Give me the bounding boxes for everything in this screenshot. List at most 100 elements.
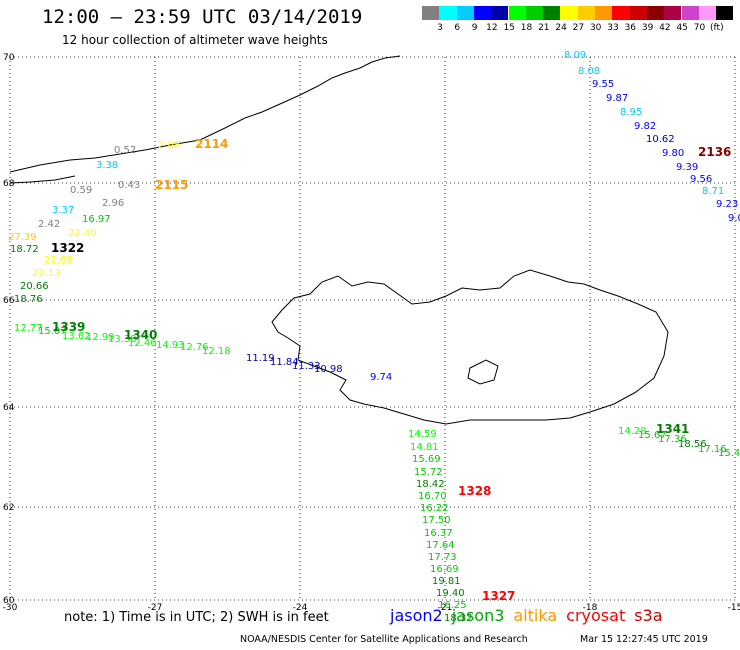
legend-label: 30 bbox=[589, 23, 602, 33]
swh-observation: 18.56 bbox=[678, 439, 707, 450]
iceland-coast bbox=[271, 269, 669, 425]
legend-label: 42 bbox=[659, 23, 671, 33]
swh-observation: 8.08 bbox=[578, 66, 600, 77]
legend-swatch bbox=[560, 6, 578, 20]
lon-tick-label: -15 bbox=[728, 603, 740, 613]
swh-observation: 11.33 bbox=[292, 361, 321, 372]
lon-tick-label: -24 bbox=[293, 603, 308, 613]
legend-label: 27 bbox=[572, 23, 585, 33]
lon-tick-label: -27 bbox=[148, 603, 163, 613]
lon-tick-label: -21 bbox=[438, 603, 453, 613]
swh-observation: 15.69 bbox=[412, 454, 441, 465]
swh-observation: 17.50 bbox=[422, 515, 451, 526]
swh-observation: 9.74 bbox=[370, 372, 392, 383]
swh-observation: 17.73 bbox=[428, 552, 457, 563]
legend-swatch bbox=[473, 6, 492, 20]
swh-observation: 17.64 bbox=[426, 540, 455, 551]
legend-label: 6 bbox=[454, 23, 461, 33]
legend-swatch bbox=[508, 6, 526, 20]
greenland-coast-2 bbox=[9, 175, 76, 184]
lon-tick-label: -30 bbox=[3, 603, 18, 613]
axis-tick-labels: -30 -27 -24 -21 -18 -15 70 68 66 64 62 60 bbox=[3, 53, 740, 613]
swh-observation: 0.52 bbox=[114, 145, 136, 156]
swh-observation: 18.42 bbox=[416, 479, 445, 490]
swh-observation: 8.95 bbox=[620, 107, 642, 118]
swh-observation: 14.81 bbox=[410, 442, 439, 453]
coastlines bbox=[9, 55, 669, 425]
legend-label: 21 bbox=[538, 23, 550, 33]
pass-id-label: 1339 bbox=[52, 320, 85, 334]
lon-tick-label: -18 bbox=[583, 603, 598, 613]
pass-id-label: 2114 bbox=[195, 137, 228, 151]
swh-observation: 16.70 bbox=[418, 491, 447, 502]
swh-observation: 8.09 bbox=[564, 50, 586, 61]
swh-observation: 0.43 bbox=[118, 180, 140, 191]
swh-observation: 9.23 bbox=[716, 199, 738, 210]
swh-observation: 17.16 bbox=[698, 444, 727, 455]
legend-label: 12 bbox=[486, 23, 498, 33]
legend-swatch bbox=[595, 6, 613, 20]
swh-observation: 0.59 bbox=[70, 185, 92, 196]
legend-label: 70 bbox=[693, 23, 706, 33]
swh-observation: 12.46 bbox=[128, 338, 157, 349]
legend-swatch bbox=[646, 6, 665, 20]
swh-observation: 17.36 bbox=[658, 434, 687, 445]
swh-observation: 9.56 bbox=[690, 174, 712, 185]
swh-observation: 11.19 bbox=[246, 353, 275, 364]
legend-swatch bbox=[525, 6, 544, 20]
legend-label: 15 bbox=[503, 23, 515, 33]
swh-observation: 15.4 bbox=[718, 448, 740, 459]
swh-observation: 22.40 bbox=[68, 228, 97, 239]
legend-label: 39 bbox=[641, 23, 654, 33]
swh-observation: 16.25 bbox=[438, 600, 467, 611]
swh-observation: 15.67 bbox=[638, 430, 667, 441]
pass-id-label: 1322 bbox=[51, 241, 84, 255]
swh-observation: 9.82 bbox=[634, 121, 656, 132]
satellite-cryosat: cryosat bbox=[566, 606, 626, 625]
swh-observation: 19.81 bbox=[432, 576, 461, 587]
legend-swatch bbox=[439, 6, 457, 20]
lat-tick-label: 62 bbox=[3, 503, 14, 513]
swh-observation: 12.77 bbox=[14, 323, 43, 334]
swh-observation: 2.42 bbox=[38, 219, 60, 230]
swh-observation: 15.07 bbox=[38, 326, 67, 337]
legend-swatch bbox=[543, 6, 561, 20]
iceland-lake bbox=[467, 359, 499, 385]
swh-observation: 18.76 bbox=[14, 294, 43, 305]
swh-observation: 2.08 bbox=[158, 140, 180, 151]
swh-observation: 14.28 bbox=[618, 426, 647, 437]
legend-swatch bbox=[629, 6, 647, 20]
swh-observation: 27.39 bbox=[8, 232, 37, 243]
legend-swatch bbox=[698, 6, 717, 20]
legend-swatch bbox=[491, 6, 509, 20]
lat-tick-label: 64 bbox=[3, 403, 15, 413]
orbit-pass-labels: 2114 2115 1322 1339 1340 1341 1328 1327 2136 bbox=[51, 137, 731, 603]
pass-id-label: 1341 bbox=[656, 422, 689, 436]
pass-id-label: 2136 bbox=[698, 145, 731, 159]
satellite-legend: jason2 jason3 altika cryosat s3a bbox=[390, 606, 672, 625]
swh-observation: 16.69 bbox=[430, 564, 459, 575]
satellite-s3a: s3a bbox=[634, 606, 663, 625]
legend-label: 45 bbox=[676, 23, 688, 33]
lat-tick-label: 60 bbox=[3, 596, 15, 606]
swh-observation: 19.40 bbox=[436, 588, 465, 599]
pass-id-label: 1327 bbox=[482, 589, 515, 603]
wave-height-observations: 0.52 2.08 3.38 0.59 0.43 2.96 3.37 2.42 16.97 27.… bbox=[8, 50, 740, 624]
swh-observation: 2.96 bbox=[102, 198, 124, 209]
legend-swatch bbox=[577, 6, 595, 20]
swh-observation: 18.32 bbox=[444, 613, 473, 624]
satellite-jason3: jason3 bbox=[451, 606, 505, 625]
swh-observation: 10.62 bbox=[646, 134, 675, 145]
greenland-coast bbox=[9, 55, 401, 173]
swh-observation: 13.38 bbox=[108, 334, 137, 345]
lat-lon-grid bbox=[9, 56, 736, 601]
legend-swatch bbox=[422, 6, 440, 20]
swh-observation: 13.62 bbox=[62, 331, 91, 342]
swh-observation: 12.76 bbox=[180, 342, 209, 353]
swh-observation: 9.39 bbox=[676, 162, 698, 173]
swh-observation: 9.55 bbox=[592, 79, 614, 90]
swh-observation: 9.0 bbox=[728, 213, 740, 224]
swh-observation: 16.22 bbox=[420, 503, 449, 514]
legend-label: 36 bbox=[624, 23, 637, 33]
